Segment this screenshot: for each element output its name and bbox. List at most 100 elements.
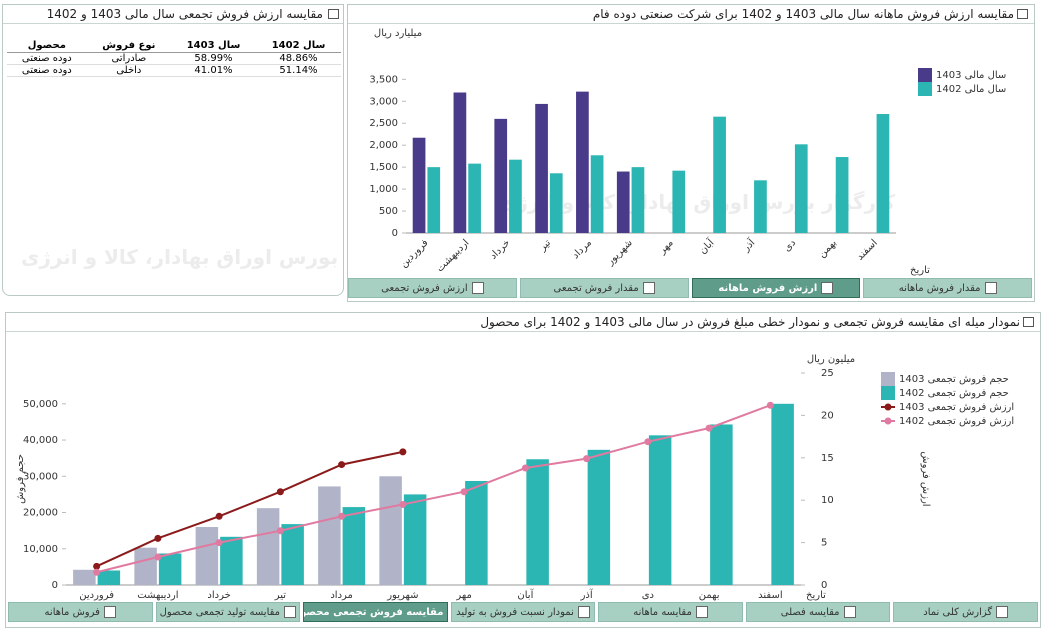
point xyxy=(215,539,223,547)
y-tick-label: 40,000 xyxy=(23,435,58,446)
tab[interactable]: مقایسه فروش تجمعی محصول xyxy=(303,602,448,622)
maximize-button[interactable] xyxy=(1023,317,1034,327)
x-tick-label: خرداد xyxy=(207,590,230,601)
bar xyxy=(549,173,563,233)
bar xyxy=(672,170,686,233)
bar xyxy=(97,570,121,585)
point xyxy=(705,424,713,432)
point xyxy=(399,500,407,508)
y-tick-label: 0 xyxy=(392,228,398,239)
legend-swatch xyxy=(918,68,932,82)
bar xyxy=(403,494,427,585)
column-header: محصول xyxy=(7,39,87,53)
y2-unit: میلیون ریال xyxy=(807,354,855,365)
bar xyxy=(876,114,890,233)
table-cell: صادراتی xyxy=(86,52,171,65)
x-tick-label: خرداد xyxy=(488,237,512,261)
tab-icon xyxy=(642,282,655,294)
tab-label: ارزش فروش ماهانه xyxy=(718,282,818,294)
x-tick-label: بهمن xyxy=(817,237,839,259)
bar xyxy=(465,480,488,585)
bar xyxy=(158,553,182,585)
monthly-panel: مقایسه ارزش فروش ماهانه سال مالی 1403 و … xyxy=(347,4,1035,302)
legend-label: حجم فروش تجمعی 1403 xyxy=(899,374,1009,385)
tab-label: گزارش کلی نماد xyxy=(923,606,993,618)
tab[interactable]: فروش ماهانه xyxy=(7,602,153,622)
table-cell: 48.86% xyxy=(256,52,341,65)
x-tick-label: تیر xyxy=(274,590,287,601)
y-unit: میلیارد ریال xyxy=(374,28,422,39)
x-tick-label: آبان xyxy=(696,235,717,256)
x-tick-label: آذر xyxy=(739,235,758,254)
tab-icon xyxy=(695,606,708,618)
tab[interactable]: گزارش کلی نماد xyxy=(893,602,1038,622)
legend-label: ارزش فروش تجمعی 1403 xyxy=(899,402,1014,413)
y2-tick-label: 0 xyxy=(821,580,827,591)
bar xyxy=(379,476,402,585)
tab-label: مقدار فروش ماهانه xyxy=(898,282,981,294)
table-cell: 51.14% xyxy=(256,64,341,77)
x-tick-label: آذر xyxy=(580,588,594,601)
tab-icon xyxy=(984,282,997,294)
y-tick-label: 1,000 xyxy=(369,184,398,195)
watermark: کارگزار بورس اوراق بهادار، کالا و انرژی xyxy=(498,190,896,214)
y-axis-label: حجم فروش xyxy=(15,454,26,504)
bar xyxy=(412,137,426,233)
bar xyxy=(281,524,304,585)
bar xyxy=(835,157,849,233)
x-tick-label: اردیبهشت xyxy=(435,237,472,274)
bar xyxy=(713,116,726,233)
tab[interactable]: مقایسه فصلی xyxy=(745,602,891,622)
bar xyxy=(494,118,508,233)
y-tick-label: 1,500 xyxy=(369,162,398,173)
tab-bar: گزارش کلی نماد مقایسه فصلی مقایسه ماهانه نم… xyxy=(7,602,1038,622)
tab[interactable]: مقدار فروش ماهانه xyxy=(863,278,1032,298)
y-tick-label: 500 xyxy=(379,206,398,217)
legend-swatch xyxy=(881,386,895,400)
legend-label: حجم فروش تجمعی 1402 xyxy=(899,388,1009,399)
tab[interactable]: مقدار فروش تجمعی xyxy=(519,278,689,298)
bar xyxy=(590,155,604,233)
y2-tick-label: 10 xyxy=(821,495,834,506)
tab[interactable]: مقایسه تولید تجمعی محصول xyxy=(155,602,301,622)
line xyxy=(96,450,404,568)
point xyxy=(338,512,346,520)
y-tick-label: 20,000 xyxy=(23,508,58,519)
point xyxy=(521,464,529,472)
panel-title: مقایسه ارزش فروش تجمعی سال مالی 1403 و 1… xyxy=(3,5,343,24)
y-tick-label: 10,000 xyxy=(23,544,58,555)
y-tick-label: 3,500 xyxy=(369,74,398,85)
bar xyxy=(509,159,522,233)
y-tick-label: 2,000 xyxy=(369,140,398,151)
line xyxy=(96,404,771,574)
y2-tick-label: 5 xyxy=(821,538,827,549)
tab-label: مقایسه فروش تجمعی محصول xyxy=(303,606,444,618)
table-cell: داخلی xyxy=(86,64,171,77)
table-cell: 58.99% xyxy=(171,52,256,65)
x-tick-label: دی xyxy=(642,590,654,601)
bar xyxy=(220,536,243,585)
column-header: سال 1403 xyxy=(171,39,256,53)
point xyxy=(276,488,284,496)
table-cell: دوده صنعتی xyxy=(7,52,87,65)
bar xyxy=(342,507,366,585)
bar xyxy=(468,163,481,233)
bar xyxy=(318,486,341,585)
y2-tick-label: 25 xyxy=(821,368,834,379)
tab[interactable]: ارزش فروش ماهانه xyxy=(691,278,861,298)
tab[interactable]: ارزش فروش تجمعی xyxy=(348,278,517,298)
x-tick-label: شهریور xyxy=(604,237,635,268)
chart: 0 10,000 20,000 30,000 40,000 50,000 0 5 10 15 20 2… xyxy=(15,354,1014,601)
x-tick-label: بهمن xyxy=(699,590,720,601)
bar xyxy=(771,403,794,585)
tab[interactable]: نمودار نسبت فروش به تولید xyxy=(450,602,596,622)
point xyxy=(154,534,162,542)
bar xyxy=(616,171,630,233)
table: سال 1402 سال 1403 نوع فروش محصول 48.86% 58.99… xyxy=(7,39,341,77)
maximize-button[interactable] xyxy=(1017,9,1028,19)
x-tick-label: تیر xyxy=(537,237,554,254)
tab[interactable]: مقایسه ماهانه xyxy=(598,602,743,622)
maximize-button[interactable] xyxy=(328,9,339,19)
bar xyxy=(256,508,280,585)
y2-axis-label: ارزش فروش xyxy=(920,451,931,506)
